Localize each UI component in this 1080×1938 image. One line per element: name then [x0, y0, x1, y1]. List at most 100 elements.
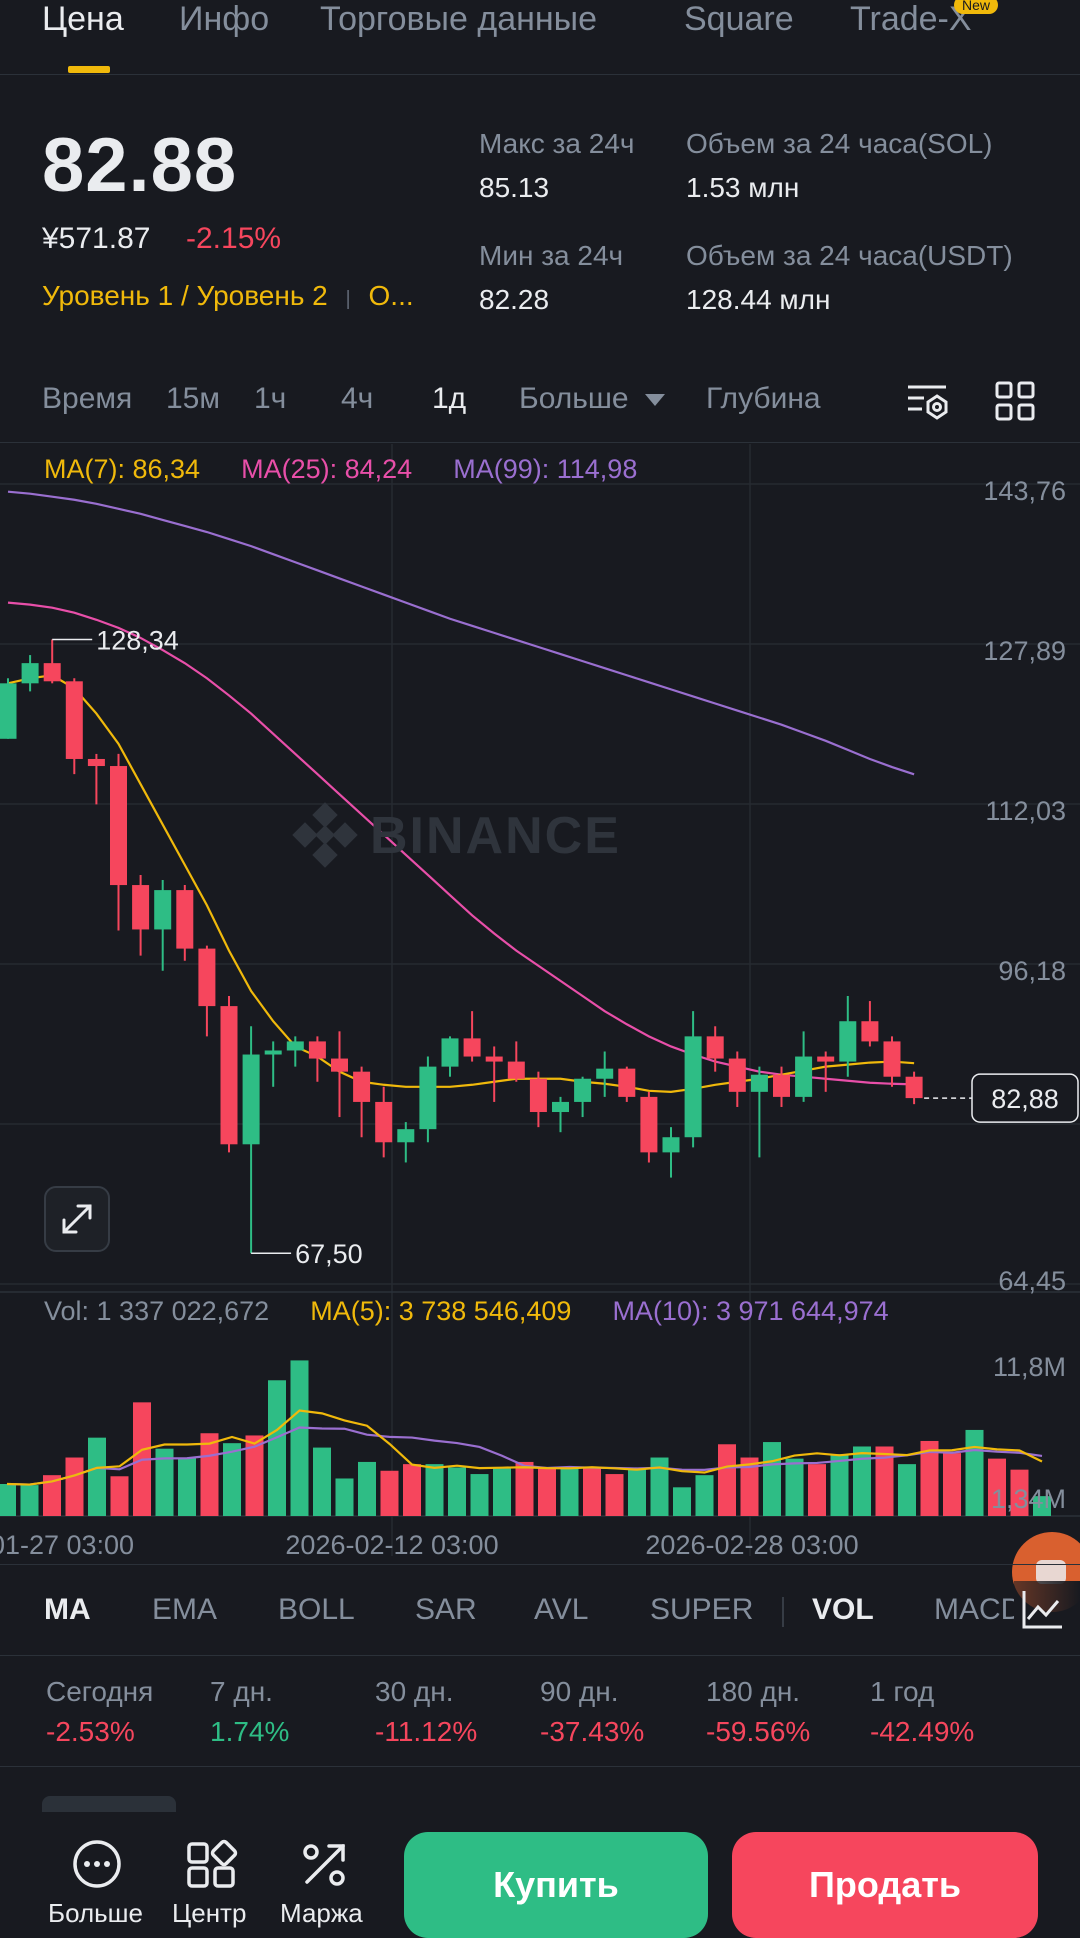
candle-body: [773, 1074, 790, 1097]
volume-bar: [223, 1443, 241, 1516]
indicator-sar[interactable]: SAR: [415, 1593, 477, 1626]
candle-body: [662, 1137, 680, 1153]
candle-body: [21, 663, 39, 684]
expand-icon: [62, 1204, 92, 1234]
binance-watermark: BINANCE: [292, 802, 621, 868]
candle-body: [331, 1058, 348, 1072]
depth-tab[interactable]: Глубина: [706, 382, 821, 415]
center-button[interactable]: [156, 1836, 266, 1897]
candle-body: [817, 1056, 835, 1062]
candle-body: [110, 766, 127, 886]
tab-price[interactable]: Цена: [42, 0, 124, 38]
volume-bar: [0, 1484, 16, 1516]
volume-bar: [875, 1446, 894, 1516]
price-axis-label: 64,45: [998, 1266, 1066, 1296]
perf-value: -42.49%: [870, 1716, 975, 1747]
volume-bar: [65, 1457, 84, 1516]
price-axis-label: 112,03: [985, 796, 1066, 826]
volume-bar: [1033, 1496, 1051, 1516]
indicator-divider: [782, 1597, 784, 1627]
performance-divider: [0, 1766, 1080, 1767]
sheet-handle: [42, 1796, 176, 1812]
ma99-line: [7, 490, 915, 776]
indicator-vol[interactable]: VOL: [812, 1593, 874, 1626]
vol-ma5-legend: MA(5): 3 738 546,409: [310, 1296, 572, 1326]
interval-1h[interactable]: 1ч: [254, 382, 287, 415]
candle-body: [87, 758, 105, 767]
chart-grid: [0, 444, 1080, 1556]
x-tick-label: 2026-02-28 03:00: [645, 1530, 858, 1560]
x-tick-label: 01-27 03:00: [0, 1530, 134, 1560]
caret-down-icon: [644, 394, 665, 407]
candle-body: [728, 1058, 746, 1092]
tab-trading-data[interactable]: Торговые данные: [320, 0, 597, 38]
levels-label: Уровень 1 / Уровень 2: [42, 280, 328, 311]
margin-button[interactable]: [270, 1836, 380, 1897]
levels-link[interactable]: Уровень 1 / Уровень 2 | О...: [42, 280, 414, 312]
indicator-macd[interactable]: MACD: [934, 1593, 1014, 1626]
sell-button[interactable]: Продать: [732, 1832, 1038, 1938]
ma-legend: MA(7): 86,34 MA(25): 84,24 MA(99): 114,9…: [44, 454, 637, 485]
tab-info[interactable]: Инфо: [179, 0, 270, 38]
candle-body: [706, 1036, 724, 1059]
indicator-ema[interactable]: EMA: [152, 1593, 218, 1626]
indicator-super[interactable]: SUPER: [650, 1593, 754, 1626]
candle-body: [176, 890, 194, 949]
volume-bar: [43, 1475, 61, 1516]
chat-icon: [1036, 1560, 1066, 1584]
volume-bar: [830, 1454, 849, 1516]
volume-bar: [448, 1467, 466, 1516]
vol-base-label: Объем за 24 часа(SOL): [686, 128, 993, 159]
indicator-avl[interactable]: AVL: [534, 1593, 589, 1626]
volume-axis-label: 11,8M: [993, 1352, 1066, 1382]
interval-time[interactable]: Время: [42, 382, 133, 415]
perf-label: 180 дн.: [706, 1676, 801, 1707]
volume-bar: [538, 1468, 556, 1516]
tab-trade-x[interactable]: Trade-X: [850, 0, 972, 38]
tab-square[interactable]: Square: [684, 0, 794, 38]
vol-ma5-line: [6, 1409, 1043, 1486]
candle-body: [883, 1041, 901, 1077]
volume-bar: [290, 1360, 309, 1516]
last-price: 82.88: [42, 123, 238, 208]
interval-1d[interactable]: 1д: [432, 382, 467, 415]
candle-body: [242, 1054, 260, 1145]
volume-bar: [515, 1461, 534, 1516]
volume-bar: [380, 1470, 399, 1516]
chart-settings-icon[interactable]: [902, 376, 952, 426]
interval-more[interactable]: Больше: [519, 382, 665, 416]
indicator-ma[interactable]: MA: [44, 1593, 91, 1626]
ma25-line: [7, 601, 915, 1086]
interval-4h[interactable]: 4ч: [341, 382, 374, 415]
perf-value: -2.53%: [46, 1716, 135, 1747]
candle-body: [529, 1078, 547, 1113]
indicator-boll[interactable]: BOLL: [278, 1593, 355, 1626]
price-axis-label: 127,89: [983, 636, 1066, 666]
indicator-tabs: MA EMA BOLL SAR AVL SUPER VOL MACD: [0, 1564, 1080, 1656]
volume-bar: [650, 1457, 669, 1516]
candle-body: [132, 885, 150, 930]
volume-bar: [335, 1478, 354, 1516]
ma25-legend: MA(25): 84,24: [241, 454, 413, 484]
perf-label: 7 дн.: [210, 1676, 273, 1707]
low-marker-label: 67,50: [295, 1239, 363, 1269]
candle-body: [596, 1068, 614, 1079]
volume-bar: [920, 1440, 939, 1516]
candle-body: [552, 1101, 569, 1113]
more-button[interactable]: [42, 1836, 152, 1897]
volume-bar: [605, 1474, 624, 1516]
price-chart[interactable]: 128,34 67,50 143,76 127,89 112,03 96,18 64,45 8…: [0, 444, 1080, 1564]
perf-value: -37.43%: [540, 1716, 645, 1747]
fullscreen-button[interactable]: [44, 1186, 110, 1252]
grid-layout-icon[interactable]: [990, 376, 1040, 426]
candle-body: [640, 1096, 658, 1153]
volume-bar: [560, 1468, 579, 1516]
interval-15m[interactable]: 15м: [166, 382, 220, 415]
volume-bar: [493, 1468, 511, 1516]
candle-body: [839, 1021, 857, 1062]
levels-more: О...: [368, 280, 414, 311]
margin-label: Маржа: [280, 1898, 363, 1928]
watermark-text: BINANCE: [370, 807, 621, 865]
buy-button[interactable]: Купить: [404, 1832, 708, 1938]
x-tick-label: 2026-02-12 03:00: [285, 1530, 498, 1560]
